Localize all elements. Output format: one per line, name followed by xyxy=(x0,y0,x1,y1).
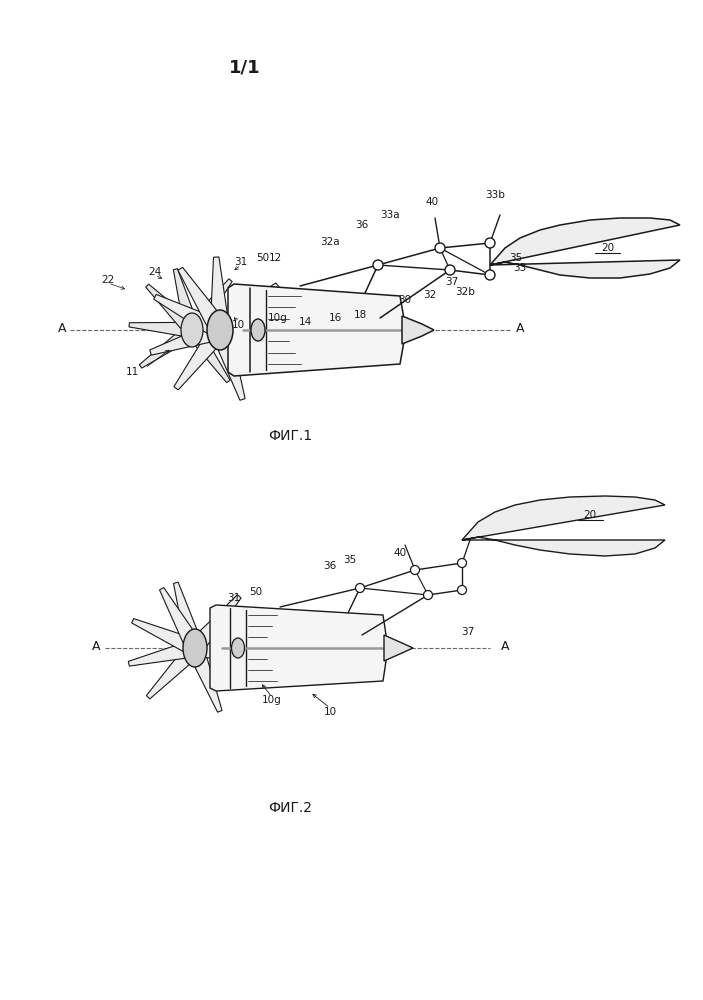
Polygon shape xyxy=(462,496,665,556)
Polygon shape xyxy=(178,267,224,326)
Circle shape xyxy=(485,238,495,248)
Text: 10: 10 xyxy=(231,320,245,330)
Text: A: A xyxy=(58,322,66,334)
Ellipse shape xyxy=(207,310,233,350)
Text: 37: 37 xyxy=(446,277,458,287)
Text: 50: 50 xyxy=(250,587,262,597)
Text: A: A xyxy=(516,322,524,334)
Text: ФИГ.1: ФИГ.1 xyxy=(268,429,312,443)
Polygon shape xyxy=(224,325,290,354)
Text: A: A xyxy=(501,640,509,652)
Text: 10g: 10g xyxy=(268,313,288,323)
Polygon shape xyxy=(223,283,279,333)
Text: 30: 30 xyxy=(399,295,411,305)
Text: 14: 14 xyxy=(298,317,311,327)
Polygon shape xyxy=(131,619,192,651)
Text: 10g: 10g xyxy=(262,695,282,705)
Polygon shape xyxy=(160,588,199,643)
Text: 35: 35 xyxy=(510,253,522,263)
Polygon shape xyxy=(228,284,406,376)
Polygon shape xyxy=(154,294,219,333)
Text: 31: 31 xyxy=(227,593,240,603)
Ellipse shape xyxy=(231,638,245,658)
Text: 37: 37 xyxy=(461,627,475,637)
Text: ФИГ.2: ФИГ.2 xyxy=(268,801,312,815)
Polygon shape xyxy=(384,635,413,661)
Polygon shape xyxy=(200,642,262,663)
Circle shape xyxy=(373,260,383,270)
Text: 32a: 32a xyxy=(320,237,340,247)
Text: 36: 36 xyxy=(356,220,368,230)
Text: 33b: 33b xyxy=(485,190,505,200)
Circle shape xyxy=(356,584,364,592)
Text: 36: 36 xyxy=(323,561,337,571)
Ellipse shape xyxy=(181,313,203,347)
Text: 32: 32 xyxy=(423,290,437,300)
Polygon shape xyxy=(195,595,241,648)
Circle shape xyxy=(458,558,467,568)
Text: 35: 35 xyxy=(343,555,356,565)
Polygon shape xyxy=(190,654,222,712)
Text: 40: 40 xyxy=(394,548,406,558)
Polygon shape xyxy=(174,582,200,641)
Text: 33: 33 xyxy=(513,263,527,273)
Polygon shape xyxy=(139,328,188,368)
Polygon shape xyxy=(214,337,245,400)
Polygon shape xyxy=(129,322,186,336)
Text: 31: 31 xyxy=(234,257,247,267)
Text: A: A xyxy=(92,640,101,652)
Text: 22: 22 xyxy=(101,275,115,285)
Text: 50: 50 xyxy=(257,253,269,263)
Text: 33a: 33a xyxy=(380,210,400,220)
Text: 32b: 32b xyxy=(455,287,475,297)
Ellipse shape xyxy=(251,319,265,341)
Polygon shape xyxy=(199,323,255,337)
Text: 20: 20 xyxy=(602,243,614,253)
Polygon shape xyxy=(211,257,228,323)
Polygon shape xyxy=(210,605,388,691)
Polygon shape xyxy=(191,334,230,383)
Polygon shape xyxy=(193,279,232,329)
Text: 20: 20 xyxy=(583,510,597,520)
Text: 24: 24 xyxy=(148,267,162,277)
Circle shape xyxy=(435,243,445,253)
Polygon shape xyxy=(174,269,197,323)
Text: 12: 12 xyxy=(269,253,282,263)
Polygon shape xyxy=(129,642,187,666)
Text: 1/1: 1/1 xyxy=(229,59,261,77)
Polygon shape xyxy=(174,330,221,390)
Polygon shape xyxy=(146,647,194,699)
Ellipse shape xyxy=(183,629,207,667)
Polygon shape xyxy=(150,324,213,355)
Circle shape xyxy=(411,566,420,574)
Polygon shape xyxy=(146,284,192,328)
Text: 16: 16 xyxy=(328,313,342,323)
Text: 40: 40 xyxy=(425,197,439,207)
Polygon shape xyxy=(490,218,680,278)
Circle shape xyxy=(445,265,455,275)
Text: 10: 10 xyxy=(323,707,337,717)
Circle shape xyxy=(458,585,467,594)
Circle shape xyxy=(423,590,432,599)
Polygon shape xyxy=(402,316,434,344)
Circle shape xyxy=(485,270,495,280)
Text: 11: 11 xyxy=(125,367,138,377)
Text: 18: 18 xyxy=(354,310,367,320)
